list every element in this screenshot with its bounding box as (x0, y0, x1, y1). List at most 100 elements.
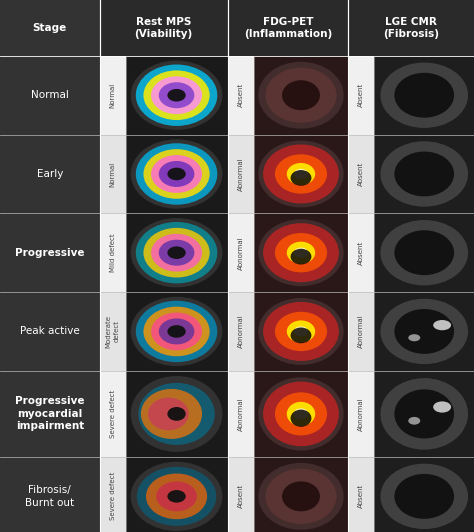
Ellipse shape (294, 326, 308, 337)
Text: FDG-PET
(Inflammation): FDG-PET (Inflammation) (244, 16, 332, 39)
Bar (0, 0, 100, 56)
Ellipse shape (151, 155, 202, 193)
Bar (100, 0, 228, 56)
Bar (0, 213, 100, 292)
Bar (0, 292, 100, 371)
Text: Absent: Absent (237, 83, 244, 107)
Ellipse shape (131, 61, 222, 130)
Bar (254, 56, 348, 135)
Bar (254, 213, 348, 292)
Ellipse shape (394, 474, 454, 519)
Bar (100, 135, 126, 213)
Ellipse shape (258, 298, 344, 365)
Ellipse shape (144, 149, 210, 199)
Ellipse shape (136, 301, 217, 362)
Text: Abnormal: Abnormal (237, 236, 244, 270)
Bar (228, 292, 254, 371)
Bar (100, 457, 126, 532)
Ellipse shape (167, 246, 186, 259)
Text: Abnormal: Abnormal (358, 314, 365, 348)
Text: Normal: Normal (31, 90, 69, 100)
Bar (126, 56, 228, 135)
Ellipse shape (167, 325, 186, 338)
Bar (374, 56, 474, 135)
Ellipse shape (433, 402, 451, 413)
Text: Abnormal: Abnormal (358, 397, 365, 431)
Bar (126, 135, 228, 213)
Ellipse shape (141, 389, 202, 439)
Bar (126, 457, 228, 532)
Ellipse shape (381, 378, 468, 450)
Bar (100, 213, 126, 292)
Bar (374, 457, 474, 532)
Ellipse shape (148, 397, 189, 430)
Ellipse shape (144, 306, 210, 356)
Ellipse shape (291, 410, 311, 427)
Bar (228, 135, 254, 213)
Ellipse shape (131, 462, 222, 531)
Ellipse shape (287, 242, 315, 264)
Ellipse shape (138, 383, 215, 445)
Ellipse shape (151, 76, 202, 114)
Text: Absent: Absent (358, 162, 365, 186)
Bar (228, 0, 348, 56)
Text: Progressive
myocardial
impairment: Progressive myocardial impairment (15, 396, 84, 431)
Ellipse shape (131, 218, 222, 287)
Ellipse shape (275, 312, 327, 351)
Ellipse shape (408, 417, 420, 425)
Ellipse shape (136, 143, 217, 205)
Text: Abnormal: Abnormal (237, 157, 244, 191)
Ellipse shape (408, 334, 420, 342)
Ellipse shape (159, 161, 194, 187)
Ellipse shape (156, 481, 197, 511)
Bar (374, 213, 474, 292)
Text: Absent: Absent (358, 484, 365, 509)
Ellipse shape (258, 62, 344, 129)
Ellipse shape (394, 73, 454, 118)
Text: Moderate
defect: Moderate defect (106, 315, 119, 348)
Ellipse shape (291, 170, 311, 186)
Bar (100, 292, 126, 371)
Ellipse shape (381, 63, 468, 128)
Bar (254, 292, 348, 371)
Ellipse shape (151, 312, 202, 351)
Bar (228, 371, 254, 457)
Ellipse shape (159, 240, 194, 265)
Text: Absent: Absent (237, 484, 244, 509)
Bar (348, 0, 474, 56)
Text: Progressive: Progressive (15, 248, 84, 257)
Ellipse shape (136, 64, 217, 126)
Ellipse shape (131, 139, 222, 209)
Ellipse shape (258, 377, 344, 451)
Bar (254, 371, 348, 457)
Bar (0, 56, 100, 135)
Ellipse shape (263, 381, 339, 446)
Ellipse shape (167, 89, 186, 102)
Bar (0, 371, 100, 457)
Text: Early: Early (36, 169, 63, 179)
Ellipse shape (294, 169, 308, 179)
Text: Peak active: Peak active (20, 327, 80, 336)
Ellipse shape (287, 163, 315, 185)
Bar (228, 457, 254, 532)
Ellipse shape (159, 82, 194, 108)
Ellipse shape (167, 407, 186, 421)
Ellipse shape (394, 389, 454, 438)
Bar (348, 56, 374, 135)
Text: Absent: Absent (358, 83, 365, 107)
Bar (348, 135, 374, 213)
Ellipse shape (263, 223, 339, 282)
Text: Abnormal: Abnormal (237, 314, 244, 348)
Ellipse shape (265, 68, 337, 123)
Bar (228, 56, 254, 135)
Bar (374, 135, 474, 213)
Text: Rest MPS
(Viability): Rest MPS (Viability) (135, 16, 192, 39)
Ellipse shape (258, 140, 344, 207)
Ellipse shape (159, 319, 194, 344)
Ellipse shape (294, 247, 308, 258)
Bar (254, 457, 348, 532)
Ellipse shape (381, 220, 468, 285)
Ellipse shape (136, 222, 217, 284)
Ellipse shape (146, 473, 207, 519)
Text: Severe defect: Severe defect (109, 390, 116, 438)
